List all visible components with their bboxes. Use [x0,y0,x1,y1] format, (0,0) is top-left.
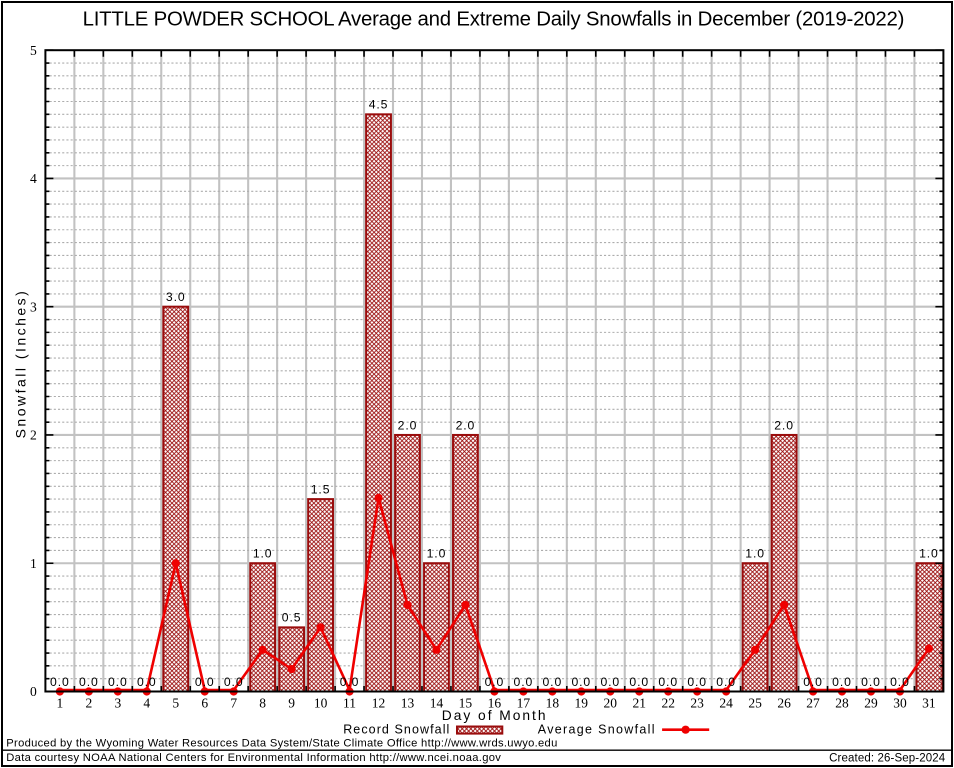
svg-text:0.0: 0.0 [716,675,736,689]
svg-text:0.0: 0.0 [890,675,910,689]
svg-text:Data courtesy NOAA National Ce: Data courtesy NOAA National Centers for … [6,752,501,764]
svg-text:25: 25 [748,696,762,711]
svg-text:1: 1 [57,696,64,711]
svg-text:26: 26 [777,696,791,711]
svg-text:0.0: 0.0 [108,675,128,689]
svg-text:0.0: 0.0 [50,675,70,689]
svg-text:2.0: 2.0 [456,418,476,432]
svg-text:30: 30 [893,696,907,711]
svg-text:1.5: 1.5 [311,482,331,496]
svg-text:4: 4 [30,171,37,186]
svg-text:12: 12 [372,696,386,711]
svg-text:23: 23 [690,696,704,711]
svg-text:Created: 26-Sep-2024: Created: 26-Sep-2024 [829,753,946,765]
svg-text:Snowfall (Inches): Snowfall (Inches) [13,289,29,439]
svg-text:18: 18 [546,696,560,711]
svg-text:8: 8 [259,696,266,711]
svg-text:0.0: 0.0 [514,675,534,689]
svg-text:15: 15 [459,696,473,711]
svg-text:29: 29 [864,696,878,711]
svg-text:0.0: 0.0 [832,675,852,689]
svg-text:Produced by the Wyoming Water: Produced by the Wyoming Water Resources … [6,737,557,749]
svg-text:14: 14 [430,696,444,711]
svg-text:0.0: 0.0 [224,675,244,689]
svg-text:1.0: 1.0 [253,547,273,561]
svg-text:0.0: 0.0 [861,675,881,689]
svg-text:Day of Month: Day of Month [442,708,548,723]
svg-text:7: 7 [230,696,237,711]
svg-text:3: 3 [30,299,37,314]
svg-text:13: 13 [401,696,415,711]
svg-text:0.0: 0.0 [629,675,649,689]
svg-text:4.5: 4.5 [369,98,389,112]
svg-text:0.0: 0.0 [340,675,360,689]
svg-text:2.0: 2.0 [774,418,794,432]
svg-text:1.0: 1.0 [745,547,765,561]
svg-text:0.0: 0.0 [79,675,99,689]
svg-text:24: 24 [719,696,733,711]
svg-text:9: 9 [288,696,295,711]
svg-text:1: 1 [30,556,37,571]
svg-text:0.0: 0.0 [687,675,707,689]
svg-text:22: 22 [661,696,675,711]
svg-text:Record Snowfall: Record Snowfall [343,723,450,737]
svg-text:19: 19 [575,696,589,711]
svg-text:1.0: 1.0 [427,547,447,561]
svg-text:0.5: 0.5 [282,611,302,625]
svg-text:0.0: 0.0 [600,675,620,689]
svg-text:0: 0 [30,684,37,699]
svg-text:27: 27 [806,696,820,711]
svg-text:2: 2 [85,696,92,711]
svg-text:11: 11 [343,696,356,711]
svg-text:0.0: 0.0 [485,675,505,689]
svg-text:2: 2 [30,428,37,443]
svg-text:0.0: 0.0 [137,675,157,689]
svg-text:28: 28 [835,696,849,711]
svg-text:LITTLE POWDER SCHOOL Average a: LITTLE POWDER SCHOOL Average and Extreme… [83,9,905,31]
svg-text:3.0: 3.0 [166,290,186,304]
svg-text:20: 20 [604,696,618,711]
svg-text:17: 17 [517,696,531,711]
svg-text:1.0: 1.0 [919,547,939,561]
svg-text:2.0: 2.0 [398,418,418,432]
svg-text:0.0: 0.0 [543,675,563,689]
svg-text:0.0: 0.0 [571,675,591,689]
svg-text:4: 4 [143,696,150,711]
svg-text:3: 3 [114,696,121,711]
svg-text:31: 31 [922,696,936,711]
svg-text:0.0: 0.0 [658,675,678,689]
svg-text:16: 16 [488,696,502,711]
svg-text:0.0: 0.0 [195,675,215,689]
svg-text:Average Snowfall: Average Snowfall [538,723,656,737]
svg-text:5: 5 [172,696,179,711]
svg-text:0.0: 0.0 [803,675,823,689]
svg-text:10: 10 [314,696,328,711]
svg-text:21: 21 [632,696,646,711]
svg-text:6: 6 [201,696,208,711]
svg-text:5: 5 [30,43,37,58]
